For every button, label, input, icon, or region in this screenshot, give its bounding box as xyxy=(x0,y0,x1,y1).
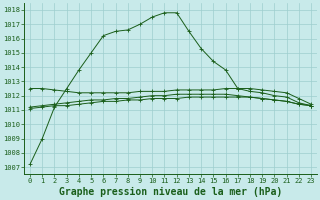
X-axis label: Graphe pression niveau de la mer (hPa): Graphe pression niveau de la mer (hPa) xyxy=(59,187,282,197)
